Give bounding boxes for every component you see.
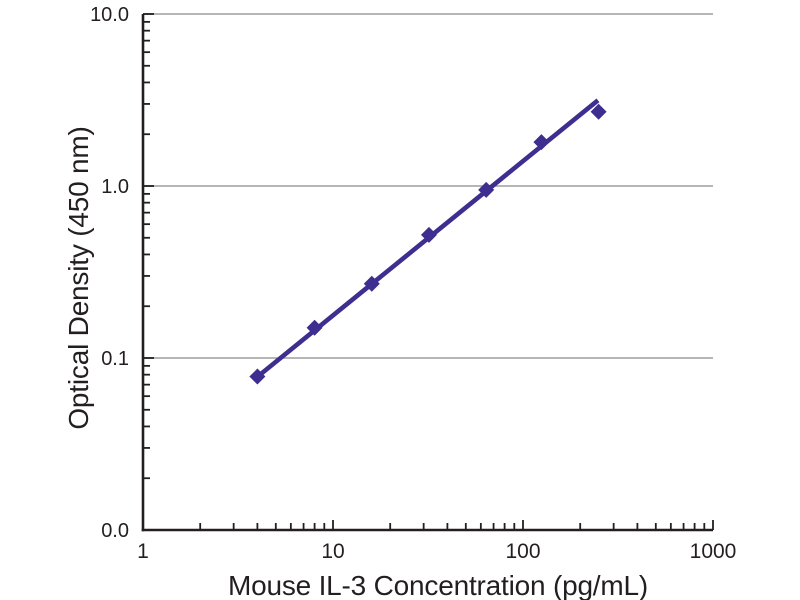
y-axis-tick-label: 1.0 bbox=[101, 176, 129, 198]
y-axis-tick-label: 0.0 bbox=[101, 520, 129, 542]
x-axis-tick-label: 100 bbox=[505, 540, 540, 563]
data-point-marker bbox=[590, 103, 607, 120]
x-axis-title: Mouse IL-3 Concentration (pg/mL) bbox=[227, 570, 649, 600]
x-axis-tick-label: 1 bbox=[137, 540, 149, 563]
x-axis-tick-label: 10 bbox=[321, 540, 344, 563]
data-point-marker bbox=[533, 134, 550, 151]
trend-line bbox=[253, 98, 600, 381]
y-axis-title: Optical Density (450 nm) bbox=[63, 126, 94, 430]
y-axis-tick-label: 10.0 bbox=[90, 4, 129, 26]
x-axis-tick-label: 1000 bbox=[690, 540, 737, 563]
y-axis-tick-label: 0.1 bbox=[101, 348, 129, 370]
